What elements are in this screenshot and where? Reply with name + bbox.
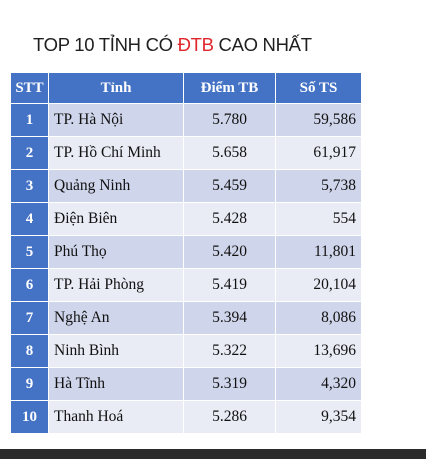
title-highlight: ĐTB (177, 34, 214, 55)
header-stt: STT (10, 72, 49, 104)
row-stt: 4 (10, 202, 49, 236)
table-row: 8 Ninh Bình 5.322 13,696 (10, 334, 362, 368)
row-stt: 1 (10, 103, 49, 137)
table-row: 9 Hà Tĩnh 5.319 4,320 (10, 367, 362, 401)
row-average-score: 5.658 (183, 136, 276, 170)
row-province: TP. Hà Nội (48, 103, 184, 137)
row-candidate-count: 11,801 (275, 235, 362, 269)
page-title: TOP 10 TỈNH CÓ ĐTB CAO NHẤT (33, 34, 312, 56)
row-province: TP. Hải Phòng (48, 268, 184, 302)
row-candidate-count: 5,738 (275, 169, 362, 203)
row-average-score: 5.322 (183, 334, 276, 368)
table-row: 3 Quảng Ninh 5.459 5,738 (10, 169, 362, 203)
row-province: Thanh Hoá (48, 400, 184, 434)
row-province: Nghệ An (48, 301, 184, 335)
row-province: Điện Biên (48, 202, 184, 236)
row-average-score: 5.428 (183, 202, 276, 236)
bottom-bar (0, 449, 426, 459)
row-candidate-count: 4,320 (275, 367, 362, 401)
ranking-table: STT Tỉnh Điểm TB Số TS 1 TP. Hà Nội 5.780 5… (10, 72, 362, 434)
row-province: Hà Tĩnh (48, 367, 184, 401)
row-province: Phú Thọ (48, 235, 184, 269)
row-stt: 6 (10, 268, 49, 302)
row-province: Ninh Bình (48, 334, 184, 368)
row-stt: 9 (10, 367, 49, 401)
title-prefix: TOP 10 TỈNH CÓ (33, 34, 178, 55)
row-stt: 2 (10, 136, 49, 170)
row-candidate-count: 8,086 (275, 301, 362, 335)
row-average-score: 5.286 (183, 400, 276, 434)
row-candidate-count: 13,696 (275, 334, 362, 368)
row-stt: 7 (10, 301, 49, 335)
row-candidate-count: 61,917 (275, 136, 362, 170)
table-row: 1 TP. Hà Nội 5.780 59,586 (10, 103, 362, 137)
table-row: 2 TP. Hồ Chí Minh 5.658 61,917 (10, 136, 362, 170)
row-stt: 8 (10, 334, 49, 368)
table-row: 10 Thanh Hoá 5.286 9,354 (10, 400, 362, 434)
row-average-score: 5.419 (183, 268, 276, 302)
row-candidate-count: 59,586 (275, 103, 362, 137)
table-row: 5 Phú Thọ 5.420 11,801 (10, 235, 362, 269)
table-row: 6 TP. Hải Phòng 5.419 20,104 (10, 268, 362, 302)
row-average-score: 5.459 (183, 169, 276, 203)
table-body: 1 TP. Hà Nội 5.780 59,586 2 TP. Hồ Chí Minh 5.… (10, 103, 362, 434)
row-stt: 3 (10, 169, 49, 203)
row-average-score: 5.420 (183, 235, 276, 269)
table-row: 7 Nghệ An 5.394 8,086 (10, 301, 362, 335)
row-province: TP. Hồ Chí Minh (48, 136, 184, 170)
row-average-score: 5.394 (183, 301, 276, 335)
row-stt: 10 (10, 400, 49, 434)
row-stt: 5 (10, 235, 49, 269)
row-average-score: 5.780 (183, 103, 276, 137)
row-province: Quảng Ninh (48, 169, 184, 203)
row-candidate-count: 20,104 (275, 268, 362, 302)
title-suffix: CAO NHẤT (213, 34, 313, 55)
table-header-row: STT Tỉnh Điểm TB Số TS (10, 72, 362, 104)
row-candidate-count: 9,354 (275, 400, 362, 434)
header-candidate-count: Số TS (275, 72, 362, 104)
header-average-score: Điểm TB (183, 72, 276, 104)
header-province: Tỉnh (48, 72, 184, 104)
row-candidate-count: 554 (275, 202, 362, 236)
table-row: 4 Điện Biên 5.428 554 (10, 202, 362, 236)
row-average-score: 5.319 (183, 367, 276, 401)
